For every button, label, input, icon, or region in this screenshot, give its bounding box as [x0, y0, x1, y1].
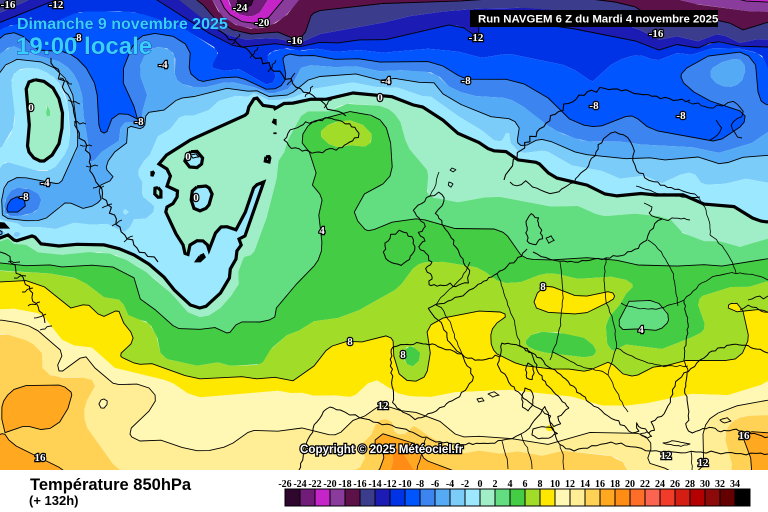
svg-text:32: 32 [715, 479, 725, 490]
svg-text:-4: -4 [158, 59, 168, 71]
svg-text:26: 26 [670, 479, 680, 490]
svg-text:8: 8 [400, 349, 406, 361]
svg-text:-22: -22 [308, 479, 321, 490]
svg-text:4: 4 [319, 225, 325, 237]
svg-text:0: 0 [478, 479, 483, 490]
svg-text:0: 0 [193, 192, 199, 204]
svg-text:0: 0 [28, 102, 34, 114]
svg-text:-2: -2 [461, 479, 469, 490]
svg-text:6: 6 [523, 479, 528, 490]
svg-text:-14: -14 [368, 479, 381, 490]
svg-text:-20: -20 [323, 479, 336, 490]
svg-text:12: 12 [565, 479, 575, 490]
svg-text:-24: -24 [233, 2, 248, 14]
svg-text:16: 16 [35, 452, 47, 464]
svg-text:8: 8 [347, 336, 353, 348]
svg-text:-8: -8 [416, 479, 424, 490]
svg-text:14: 14 [580, 479, 590, 490]
svg-text:2: 2 [493, 479, 498, 490]
svg-text:4: 4 [508, 479, 513, 490]
svg-text:-18: -18 [338, 479, 351, 490]
svg-text:-4: -4 [40, 177, 50, 189]
svg-text:-24: -24 [293, 479, 306, 490]
svg-text:Température 850hPa: Température 850hPa [30, 476, 192, 494]
svg-text:-16: -16 [353, 479, 366, 490]
svg-text:Copyright © 2025 Météociel.fr: Copyright © 2025 Météociel.fr [300, 443, 464, 456]
svg-text:-8: -8 [589, 100, 599, 112]
svg-text:-8: -8 [676, 110, 686, 122]
svg-text:-16: -16 [1, 0, 16, 11]
svg-text:12: 12 [698, 457, 710, 469]
svg-text:-8: -8 [19, 191, 29, 203]
svg-text:-8: -8 [134, 116, 144, 128]
svg-text:-8: -8 [461, 75, 471, 87]
svg-text:20: 20 [625, 479, 635, 490]
svg-text:10: 10 [550, 479, 560, 490]
svg-text:-8: -8 [72, 32, 82, 44]
svg-text:22: 22 [640, 479, 650, 490]
svg-text:19:00 locale: 19:00 locale [16, 33, 152, 60]
svg-text:-6: -6 [431, 479, 439, 490]
svg-text:-12: -12 [469, 32, 484, 44]
svg-text:Dimanche 9 novembre 2025: Dimanche 9 novembre 2025 [17, 16, 228, 33]
svg-text:12: 12 [378, 400, 390, 412]
svg-text:-10: -10 [398, 479, 411, 490]
svg-text:-12: -12 [49, 0, 64, 11]
svg-text:-26: -26 [278, 479, 291, 490]
svg-text:24: 24 [655, 479, 665, 490]
svg-text:8: 8 [540, 281, 546, 293]
svg-text:12: 12 [661, 450, 673, 462]
svg-text:30: 30 [700, 479, 710, 490]
svg-text:0: 0 [185, 151, 191, 163]
svg-text:-4: -4 [446, 479, 454, 490]
svg-text:28: 28 [685, 479, 695, 490]
svg-text:18: 18 [610, 479, 620, 490]
svg-text:(+ 132h): (+ 132h) [29, 493, 79, 508]
svg-text:4: 4 [638, 324, 644, 336]
svg-text:-16: -16 [288, 35, 303, 47]
svg-text:16: 16 [739, 430, 751, 442]
svg-text:Run NAVGEM 6 Z du Mardi 4 nove: Run NAVGEM 6 Z du Mardi 4 novembre 2025 [478, 14, 719, 26]
svg-text:8: 8 [538, 479, 543, 490]
svg-text:-16: -16 [649, 28, 664, 40]
svg-text:-20: -20 [255, 17, 270, 29]
svg-text:16: 16 [595, 479, 605, 490]
svg-text:0: 0 [377, 92, 383, 104]
svg-text:-12: -12 [383, 479, 396, 490]
svg-text:-4: -4 [381, 75, 391, 87]
svg-text:34: 34 [730, 479, 740, 490]
